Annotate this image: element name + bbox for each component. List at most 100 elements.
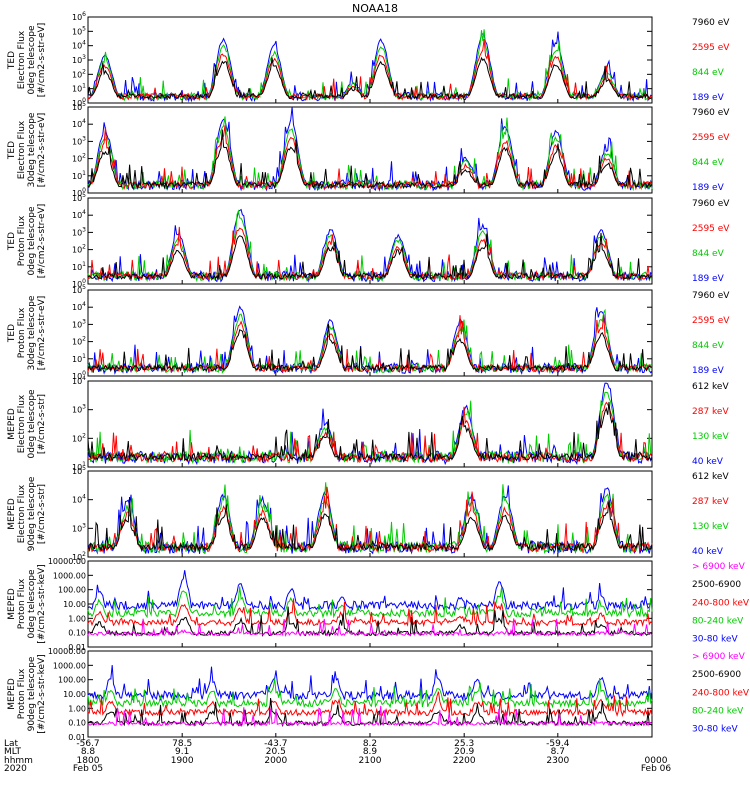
x-tick-label: 8.9 [363, 747, 378, 757]
x-row-label: MLT [4, 747, 22, 757]
legend-entry: 80-240 keV [692, 707, 744, 717]
y-tick-label: 101 [72, 353, 86, 364]
x-tick-label: -56.7 [76, 739, 99, 749]
x-tick-label: 8.8 [81, 747, 96, 757]
series-red [87, 691, 653, 718]
legend-entry: 2500-6900 [692, 580, 741, 590]
y-tick-label: 0.10 [68, 629, 86, 638]
y-axis-label-line: 0deg telescope [27, 206, 37, 276]
series-line [87, 496, 653, 553]
series-black [87, 323, 653, 373]
series-red [87, 38, 653, 102]
series-line [87, 570, 653, 612]
x-row-label: 2020 [4, 764, 27, 774]
y-axis-label-line: TED [7, 324, 17, 343]
series-red [87, 401, 653, 464]
legend-entry: 2595 eV [692, 224, 730, 234]
series-line [87, 226, 653, 282]
y-tick-label: 101 [72, 170, 86, 181]
y-axis-label-line: TED [7, 141, 17, 160]
y-tick-label: 100 [72, 97, 86, 108]
y-tick-label: 103 [72, 54, 86, 65]
series-green [87, 391, 653, 465]
panel-ted-electron-30deg: 100 101 102 103 104 105 TED Electron Flux 30deg … [7, 101, 730, 198]
series-line [87, 598, 653, 628]
series-line [87, 618, 653, 637]
series-line [87, 56, 653, 101]
series-line [87, 323, 653, 373]
y-axis-label-line: 0deg telescope [27, 569, 37, 639]
panel-meped-proton-90deg: 0.01 0.10 1.00 10.00 100.00 1000.00 10000.00 ME… [7, 647, 750, 742]
panel-ted-electron-0deg: 100 101 102 103 104 105 106 TED Electron Flux 0de… [7, 11, 730, 108]
series-blue [87, 665, 653, 702]
x-tick-label: 25.3 [454, 739, 474, 749]
y-axis-label-line: [#/cm2-s-str-keV] [37, 564, 47, 643]
legend-entry: 2595 eV [692, 133, 730, 143]
series-line [87, 31, 653, 103]
y-tick-label: 102 [72, 336, 86, 347]
series-black [87, 401, 653, 463]
y-axis-label-line: 90deg telescope [27, 476, 37, 551]
y-axis-label-line: 30deg telescope [27, 112, 37, 187]
legend-entry: 7960 eV [692, 291, 730, 301]
y-axis-label-line: 0deg telescope [27, 25, 37, 95]
x-tick-label: 0000 [645, 756, 668, 766]
x-tick-label: 78.5 [172, 739, 192, 749]
y-axis-label-line: Proton Flux [17, 307, 27, 358]
x-tick-label: 8.7 [551, 747, 565, 757]
series-line [87, 208, 653, 283]
y-axis-label-line: Electron Flux [17, 484, 27, 543]
x-row-label: hhmm [4, 756, 33, 766]
series-line [87, 665, 653, 702]
legend-entry: > 6900 keV [692, 562, 746, 572]
series-line [87, 586, 653, 619]
y-tick-label: 103 [72, 318, 86, 329]
y-tick-label: 102 [72, 153, 86, 164]
legend-entry: 240-800 keV [692, 688, 750, 698]
x-tick-label: 2000 [264, 756, 287, 766]
series-blue [87, 106, 653, 192]
y-axis-label-line: [#/cm2-s-str-eV] [37, 296, 47, 371]
series-line [87, 677, 653, 709]
legend-entry: 189 eV [692, 183, 725, 193]
y-tick-label: 1.00 [68, 704, 86, 713]
series-blue [87, 208, 653, 283]
y-tick-label: 104 [72, 301, 86, 312]
y-tick-label: 10000.00 [48, 647, 86, 656]
y-tick-label: 104 [72, 40, 86, 51]
y-tick-label: 0.01 [68, 643, 86, 652]
y-axis-label-line: TED [7, 51, 17, 70]
y-axis-label-line: [#/cm2-s-str] [37, 484, 47, 544]
y-tick-label: 0.10 [68, 719, 86, 728]
legend-entry: 189 eV [692, 274, 725, 284]
y-tick-label: 105 [72, 101, 86, 112]
legend-entry: 240-800 keV [692, 598, 750, 608]
x-tick-label: 8.2 [363, 739, 377, 749]
y-axis-label-line: [#/cm2-s-str-eV] [37, 23, 47, 98]
series-line [87, 232, 653, 281]
series-line [87, 705, 653, 728]
y-axis-label-line: [#/cm2-s-str-eV] [37, 113, 47, 188]
series-green [87, 482, 653, 555]
series-black [87, 129, 653, 190]
x-tick-label: 20.5 [266, 747, 286, 757]
panel-meped-electron-90deg: 102 103 104 105 MEPED Electron Flux 90deg tele… [7, 465, 729, 562]
legend-entry: 287 keV [692, 497, 729, 507]
y-tick-label: 1000.00 [53, 571, 86, 580]
y-tick-label: 100 [72, 370, 86, 381]
legend-entry: 844 eV [692, 341, 725, 351]
x-tick-label: 2100 [359, 756, 382, 766]
x-tick-label: 1800 [77, 756, 100, 766]
x-tick-label: 2200 [453, 756, 476, 766]
legend-entry: 2595 eV [692, 316, 730, 326]
y-axis-label-line: Electron Flux [17, 30, 27, 89]
series-green [87, 116, 653, 192]
x-row-label: Lat [4, 739, 19, 749]
series-red [87, 598, 653, 628]
y-axis-label-line: [#/cm2-s-str-eV] [37, 204, 47, 279]
legend-entry: 80-240 keV [692, 617, 744, 627]
y-tick-label: 102 [72, 551, 86, 562]
y-axis-label-line: Electron Flux [17, 394, 27, 453]
